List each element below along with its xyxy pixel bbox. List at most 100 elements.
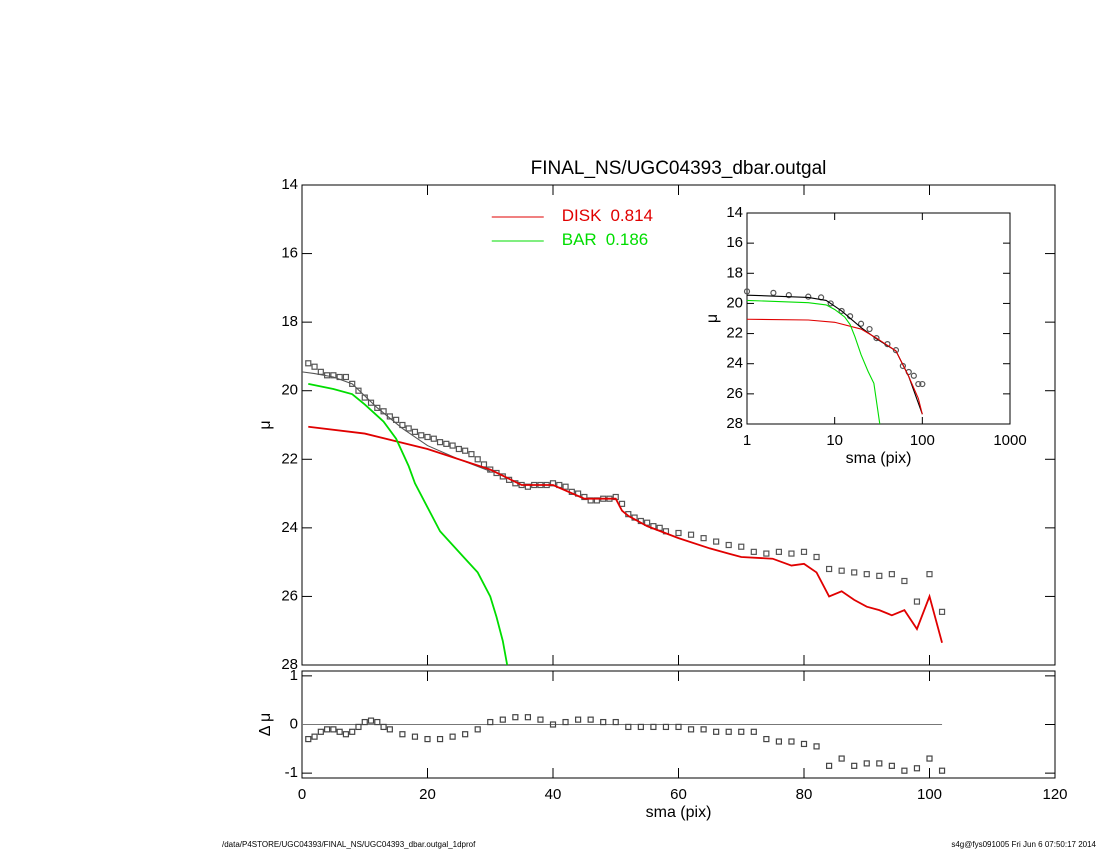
data-point — [899, 362, 906, 370]
data-point — [838, 567, 845, 574]
data-point — [938, 608, 946, 615]
data-point — [468, 451, 475, 458]
data-point — [770, 289, 777, 296]
series-line — [747, 299, 881, 424]
x-axis-label: sma (pix) — [646, 804, 712, 821]
data-point — [725, 728, 732, 735]
data-point — [763, 550, 770, 557]
plot-frame — [746, 212, 1011, 425]
y-tick-label: 16 — [726, 234, 743, 251]
data-point — [424, 735, 431, 743]
y-tick-label: 28 — [726, 415, 743, 432]
data-point — [374, 718, 381, 726]
data-point — [863, 571, 870, 578]
data-point — [738, 728, 745, 735]
data-point — [901, 767, 908, 774]
data-point — [512, 714, 519, 721]
data-point — [311, 733, 318, 740]
data-point — [361, 718, 368, 726]
y-tick-label: 16 — [281, 245, 298, 262]
y-tick-label: 14 — [281, 176, 298, 193]
y-tick-label: 26 — [281, 587, 298, 604]
data-point — [317, 368, 324, 375]
data-point — [317, 728, 324, 735]
data-point — [805, 293, 812, 300]
data-point — [305, 735, 312, 743]
data-point — [367, 717, 375, 724]
data-point — [675, 529, 682, 537]
data-point — [926, 755, 933, 762]
data-point — [888, 762, 895, 769]
legend-fraction: 0.814 — [610, 206, 653, 225]
data-point — [863, 760, 870, 767]
data-point — [405, 425, 412, 432]
data-point — [713, 728, 720, 735]
x-tick-label: 1 — [743, 432, 751, 449]
data-point — [455, 445, 462, 453]
data-point — [443, 440, 450, 447]
data-point — [399, 421, 406, 429]
data-point — [926, 571, 933, 578]
plot-frame — [301, 184, 1056, 666]
data-point — [851, 762, 858, 769]
data-point — [330, 372, 337, 379]
legend-label: BAR 0.186 — [562, 230, 649, 249]
data-point — [355, 387, 362, 394]
data-point — [637, 723, 644, 731]
data-point — [380, 723, 387, 731]
data-point — [349, 380, 356, 387]
data-point — [342, 373, 350, 381]
data-point — [838, 307, 845, 315]
x-tick-label: 1000 — [993, 432, 1026, 449]
series-line — [308, 382, 509, 665]
data-point — [336, 728, 343, 735]
data-point — [725, 541, 732, 549]
data-point — [399, 731, 406, 738]
data-point — [537, 716, 544, 723]
data-point — [355, 723, 362, 731]
legend-label: DISK 0.814 — [562, 206, 653, 225]
data-point — [367, 399, 375, 406]
y-tick-label: 20 — [281, 382, 298, 399]
data-point — [487, 718, 494, 726]
y-tick-label: 14 — [726, 204, 743, 221]
legend-fraction: 0.186 — [606, 230, 649, 249]
data-point — [873, 334, 880, 342]
data-point — [574, 716, 582, 723]
data-point — [876, 760, 883, 767]
data-point — [349, 728, 356, 735]
data-point — [825, 565, 833, 573]
data-point — [851, 569, 858, 576]
footer-path: /data/P4STORE/UGC04393/FINAL_NS/UGC04393… — [222, 840, 476, 849]
data-point — [910, 372, 917, 379]
data-point — [775, 548, 783, 555]
legend-name: BAR — [562, 230, 597, 249]
series-line — [747, 294, 923, 415]
y-tick-label: 1 — [290, 667, 298, 684]
data-point — [750, 728, 757, 735]
data-point — [562, 483, 569, 490]
x-tick-label: 60 — [670, 786, 687, 803]
data-point — [618, 500, 626, 507]
data-point — [474, 726, 481, 733]
data-point — [913, 765, 921, 772]
data-point — [675, 723, 682, 731]
y-axis-label: μ — [704, 314, 721, 323]
data-point — [938, 767, 946, 774]
y-tick-label: 18 — [726, 264, 743, 281]
data-point — [919, 380, 926, 388]
x-tick-label: 20 — [419, 786, 436, 803]
x-tick-label: 100 — [910, 432, 935, 449]
data-point — [825, 762, 833, 769]
data-point — [311, 363, 318, 370]
data-point — [449, 733, 456, 740]
data-point — [763, 735, 770, 743]
footer-stamp: s4g@fys091005 Fri Jun 6 07:50:17 2014 — [951, 840, 1096, 849]
data-point — [386, 726, 393, 733]
x-tick-label: 120 — [1042, 786, 1067, 803]
data-point — [411, 733, 419, 740]
series-line — [302, 371, 491, 472]
x-tick-label: 10 — [826, 432, 843, 449]
